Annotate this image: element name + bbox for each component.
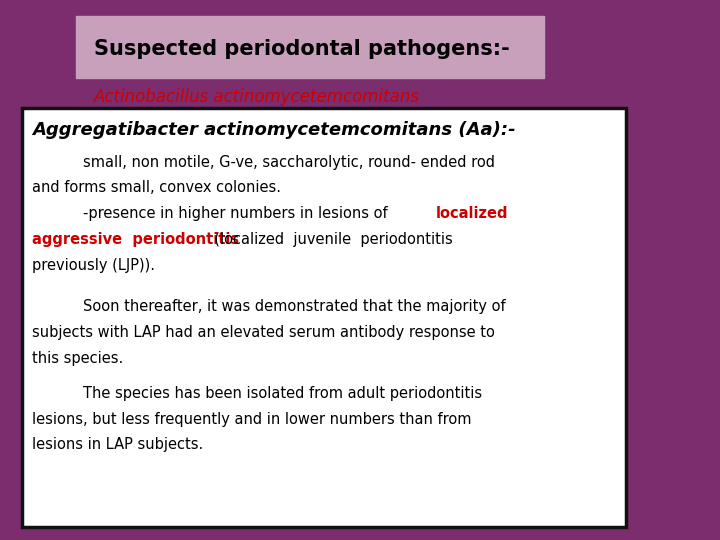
Text: small, non motile, G-ve, saccharolytic, round- ended rod: small, non motile, G-ve, saccharolytic, …: [83, 154, 495, 170]
Text: previously (LJP)).: previously (LJP)).: [32, 258, 156, 273]
Text: subjects with LAP had an elevated serum antibody response to: subjects with LAP had an elevated serum …: [32, 325, 495, 340]
Text: -presence in higher numbers in lesions of: -presence in higher numbers in lesions o…: [83, 206, 392, 221]
Text: The species has been isolated from adult periodontitis: The species has been isolated from adult…: [83, 386, 482, 401]
Text: lesions in LAP subjects.: lesions in LAP subjects.: [32, 437, 204, 453]
Text: Suspected periodontal pathogens:-: Suspected periodontal pathogens:-: [94, 38, 509, 59]
Text: lesions, but less frequently and in lower numbers than from: lesions, but less frequently and in lowe…: [32, 411, 472, 427]
Text: localized: localized: [436, 206, 508, 221]
Text: Actinobacillus actinomycetemcomitans: Actinobacillus actinomycetemcomitans: [94, 88, 420, 106]
FancyBboxPatch shape: [76, 16, 544, 78]
Text: this species.: this species.: [32, 350, 124, 366]
Text: (localized  juvenile  periodontitis: (localized juvenile periodontitis: [205, 232, 453, 247]
Text: Aggregatibacter actinomycetemcomitans (Aa):-: Aggregatibacter actinomycetemcomitans (A…: [32, 120, 516, 139]
FancyBboxPatch shape: [22, 108, 626, 526]
Text: Soon thereafter, it was demonstrated that the majority of: Soon thereafter, it was demonstrated tha…: [83, 299, 505, 314]
Text: aggressive  periodontitis: aggressive periodontitis: [32, 232, 240, 247]
Text: and forms small, convex colonies.: and forms small, convex colonies.: [32, 180, 282, 195]
